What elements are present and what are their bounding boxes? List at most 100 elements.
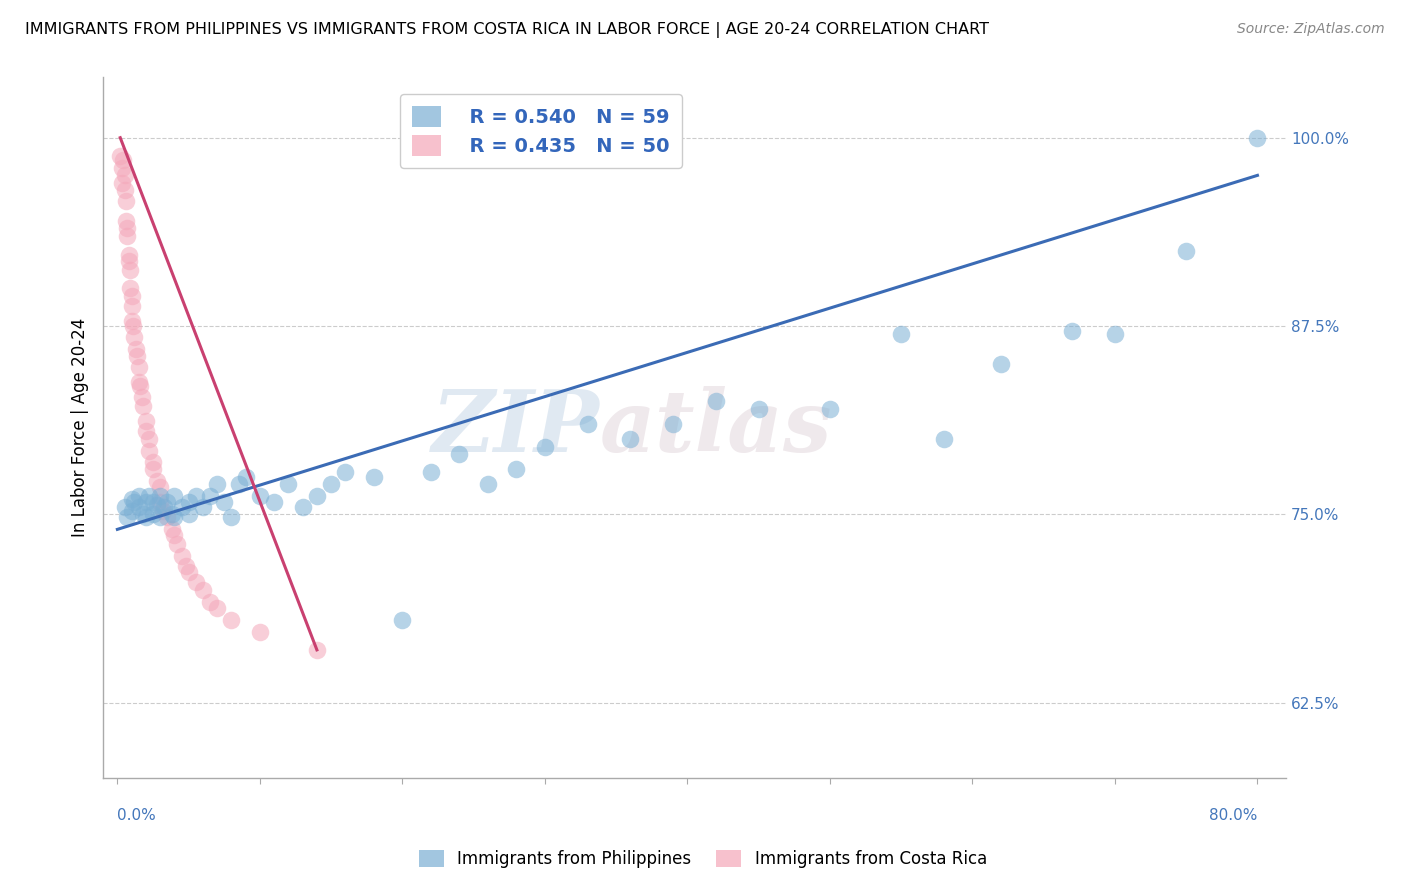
Point xyxy=(142,508,165,522)
Point xyxy=(184,575,207,590)
Point xyxy=(121,314,143,328)
Point xyxy=(505,462,527,476)
Point xyxy=(149,489,172,503)
Point xyxy=(135,495,157,509)
Point xyxy=(114,500,136,514)
Point xyxy=(117,221,139,235)
Point xyxy=(477,477,499,491)
Point xyxy=(1104,326,1126,341)
Point xyxy=(990,357,1012,371)
Point xyxy=(124,495,146,509)
Point xyxy=(184,489,207,503)
Point xyxy=(1062,324,1084,338)
Point xyxy=(174,558,197,573)
Point xyxy=(391,613,413,627)
Point xyxy=(149,480,172,494)
Point xyxy=(135,425,157,439)
Point xyxy=(120,281,142,295)
Point xyxy=(124,329,146,343)
Point xyxy=(277,477,299,491)
Text: 0.0%: 0.0% xyxy=(117,808,156,823)
Point xyxy=(121,504,143,518)
Point xyxy=(576,417,599,431)
Point xyxy=(221,613,243,627)
Point xyxy=(121,492,143,507)
Point xyxy=(177,565,200,579)
Point xyxy=(114,169,136,183)
Point xyxy=(163,489,186,503)
Point xyxy=(198,489,221,503)
Point xyxy=(110,149,132,163)
Point xyxy=(748,401,770,416)
Point xyxy=(449,447,471,461)
Point xyxy=(131,390,153,404)
Text: Source: ZipAtlas.com: Source: ZipAtlas.com xyxy=(1237,22,1385,37)
Point xyxy=(153,500,176,514)
Point xyxy=(120,263,142,277)
Point xyxy=(890,326,912,341)
Point xyxy=(1246,130,1268,145)
Point xyxy=(228,477,250,491)
Point xyxy=(619,432,641,446)
Point xyxy=(1175,244,1198,258)
Point xyxy=(249,624,271,639)
Point xyxy=(117,510,139,524)
Point xyxy=(132,508,155,522)
Point xyxy=(118,254,141,268)
Point xyxy=(263,495,285,509)
Point xyxy=(249,489,271,503)
Point xyxy=(198,595,221,609)
Point xyxy=(156,495,179,509)
Point xyxy=(135,510,157,524)
Point xyxy=(135,414,157,428)
Point xyxy=(818,401,841,416)
Point xyxy=(146,498,169,512)
Point xyxy=(152,504,174,518)
Text: ZIP: ZIP xyxy=(432,386,600,469)
Point xyxy=(291,500,314,514)
Point xyxy=(221,510,243,524)
Point xyxy=(138,432,160,446)
Point xyxy=(305,643,328,657)
Point xyxy=(156,510,179,524)
Point xyxy=(142,454,165,468)
Point xyxy=(177,495,200,509)
Point xyxy=(214,495,236,509)
Point xyxy=(122,318,145,333)
Text: 80.0%: 80.0% xyxy=(1209,808,1257,823)
Point xyxy=(142,495,165,509)
Point xyxy=(132,399,155,413)
Point xyxy=(127,349,149,363)
Point xyxy=(128,500,150,514)
Point xyxy=(534,440,557,454)
Point xyxy=(128,489,150,503)
Point xyxy=(129,379,152,393)
Point xyxy=(163,528,186,542)
Point xyxy=(419,465,441,479)
Y-axis label: In Labor Force | Age 20-24: In Labor Force | Age 20-24 xyxy=(72,318,89,537)
Point xyxy=(335,465,357,479)
Point xyxy=(128,359,150,374)
Point xyxy=(704,394,727,409)
Point xyxy=(115,213,138,227)
Point xyxy=(142,462,165,476)
Point xyxy=(121,300,143,314)
Point xyxy=(363,469,385,483)
Point xyxy=(111,161,134,175)
Point xyxy=(121,289,143,303)
Point xyxy=(205,477,228,491)
Point xyxy=(128,375,150,389)
Point xyxy=(191,582,214,597)
Point xyxy=(138,489,160,503)
Point xyxy=(115,194,138,208)
Point xyxy=(321,477,343,491)
Point xyxy=(125,342,148,356)
Point xyxy=(160,508,183,522)
Point xyxy=(662,417,685,431)
Point xyxy=(149,510,172,524)
Point xyxy=(112,153,135,168)
Point xyxy=(160,522,183,536)
Point xyxy=(305,489,328,503)
Point xyxy=(114,183,136,197)
Point xyxy=(170,549,193,564)
